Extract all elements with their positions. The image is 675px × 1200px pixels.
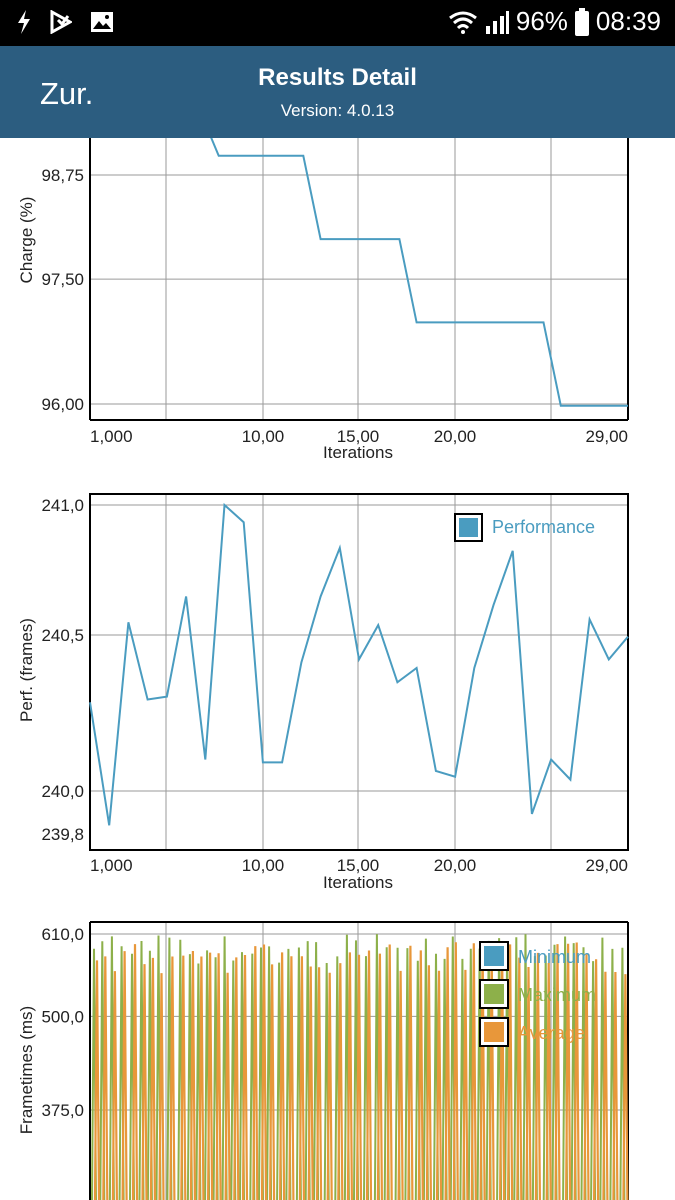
battery-icon	[574, 7, 589, 36]
chart1-x-tick: 29,00	[585, 427, 628, 446]
app-bar: Zur. Results Detail Version: 4.0.13	[0, 46, 675, 138]
wifi-icon	[448, 11, 477, 34]
back-button[interactable]: Zur.	[40, 76, 94, 111]
chart2-legend-swatch	[459, 518, 478, 537]
clock: 08:39	[595, 6, 661, 36]
chart3-legend-label: Minimum	[518, 947, 591, 967]
chart2-y-tick: 241,0	[41, 496, 84, 515]
chart2-x-tick: 1,000	[90, 856, 133, 875]
chart2-legend-label: Performance	[492, 517, 595, 537]
chart1-x-tick: 1,000	[90, 427, 133, 446]
chart3-legend-swatch	[484, 1022, 504, 1042]
version-label: Version: 4.0.13	[280, 101, 395, 120]
chart1-y-label: Charge (%)	[17, 197, 36, 284]
chart2-x-tick: 29,00	[585, 856, 628, 875]
chart1-x-tick: 15,00	[337, 427, 380, 446]
chart1-x-label: Iterations	[323, 443, 393, 462]
cast-icon	[50, 10, 72, 34]
chart3-series-average	[93, 942, 629, 1200]
chart2-x-label: Iterations	[323, 873, 393, 892]
chart2-y-tick: 240,5	[41, 626, 84, 645]
page-title: Results Detail	[258, 64, 417, 91]
chart3-legend-swatch	[484, 984, 504, 1004]
chart3-y-tick: 375,0	[41, 1101, 84, 1120]
chart2-x-tick: 10,00	[242, 856, 285, 875]
chart2-x-tick: 15,00	[337, 856, 380, 875]
chart3-legend-swatch	[484, 946, 504, 966]
chart2-series-line	[89, 502, 629, 826]
chart1-x-tick: 10,00	[242, 427, 285, 446]
battery-percent: 96%	[515, 6, 568, 36]
chart2-y-tick: 239,8	[41, 825, 84, 844]
chart3-y-tick: 610,0	[41, 925, 84, 944]
chart2-frame	[89, 493, 629, 851]
chart1-series-line	[210, 138, 628, 407]
chart1-x-tick: 20,00	[434, 427, 477, 446]
chart2-y-tick: 240,0	[41, 782, 84, 801]
charts-area: 98,75 97,50 96,00 1,000 10,00 15,00 20,00 29,00…	[17, 138, 629, 1200]
flash-icon	[18, 10, 30, 34]
chart3-y-tick: 500,0	[41, 1007, 84, 1026]
chart3-legend-label: Maximum	[518, 985, 596, 1005]
status-bar: 96% 08:39	[0, 0, 675, 46]
chart1-y-tick: 97,50	[41, 270, 84, 289]
signal-icon	[485, 10, 509, 34]
chart1-y-tick: 98,75	[41, 166, 84, 185]
chart2-x-tick: 20,00	[434, 856, 477, 875]
chart3-y-label: Frametimes (ms)	[17, 1006, 36, 1134]
image-icon	[91, 12, 113, 32]
chart1-y-tick: 96,00	[41, 395, 84, 414]
chart3-legend-label: Average	[518, 1023, 585, 1043]
chart2-y-label: Perf. (frames)	[17, 618, 36, 722]
